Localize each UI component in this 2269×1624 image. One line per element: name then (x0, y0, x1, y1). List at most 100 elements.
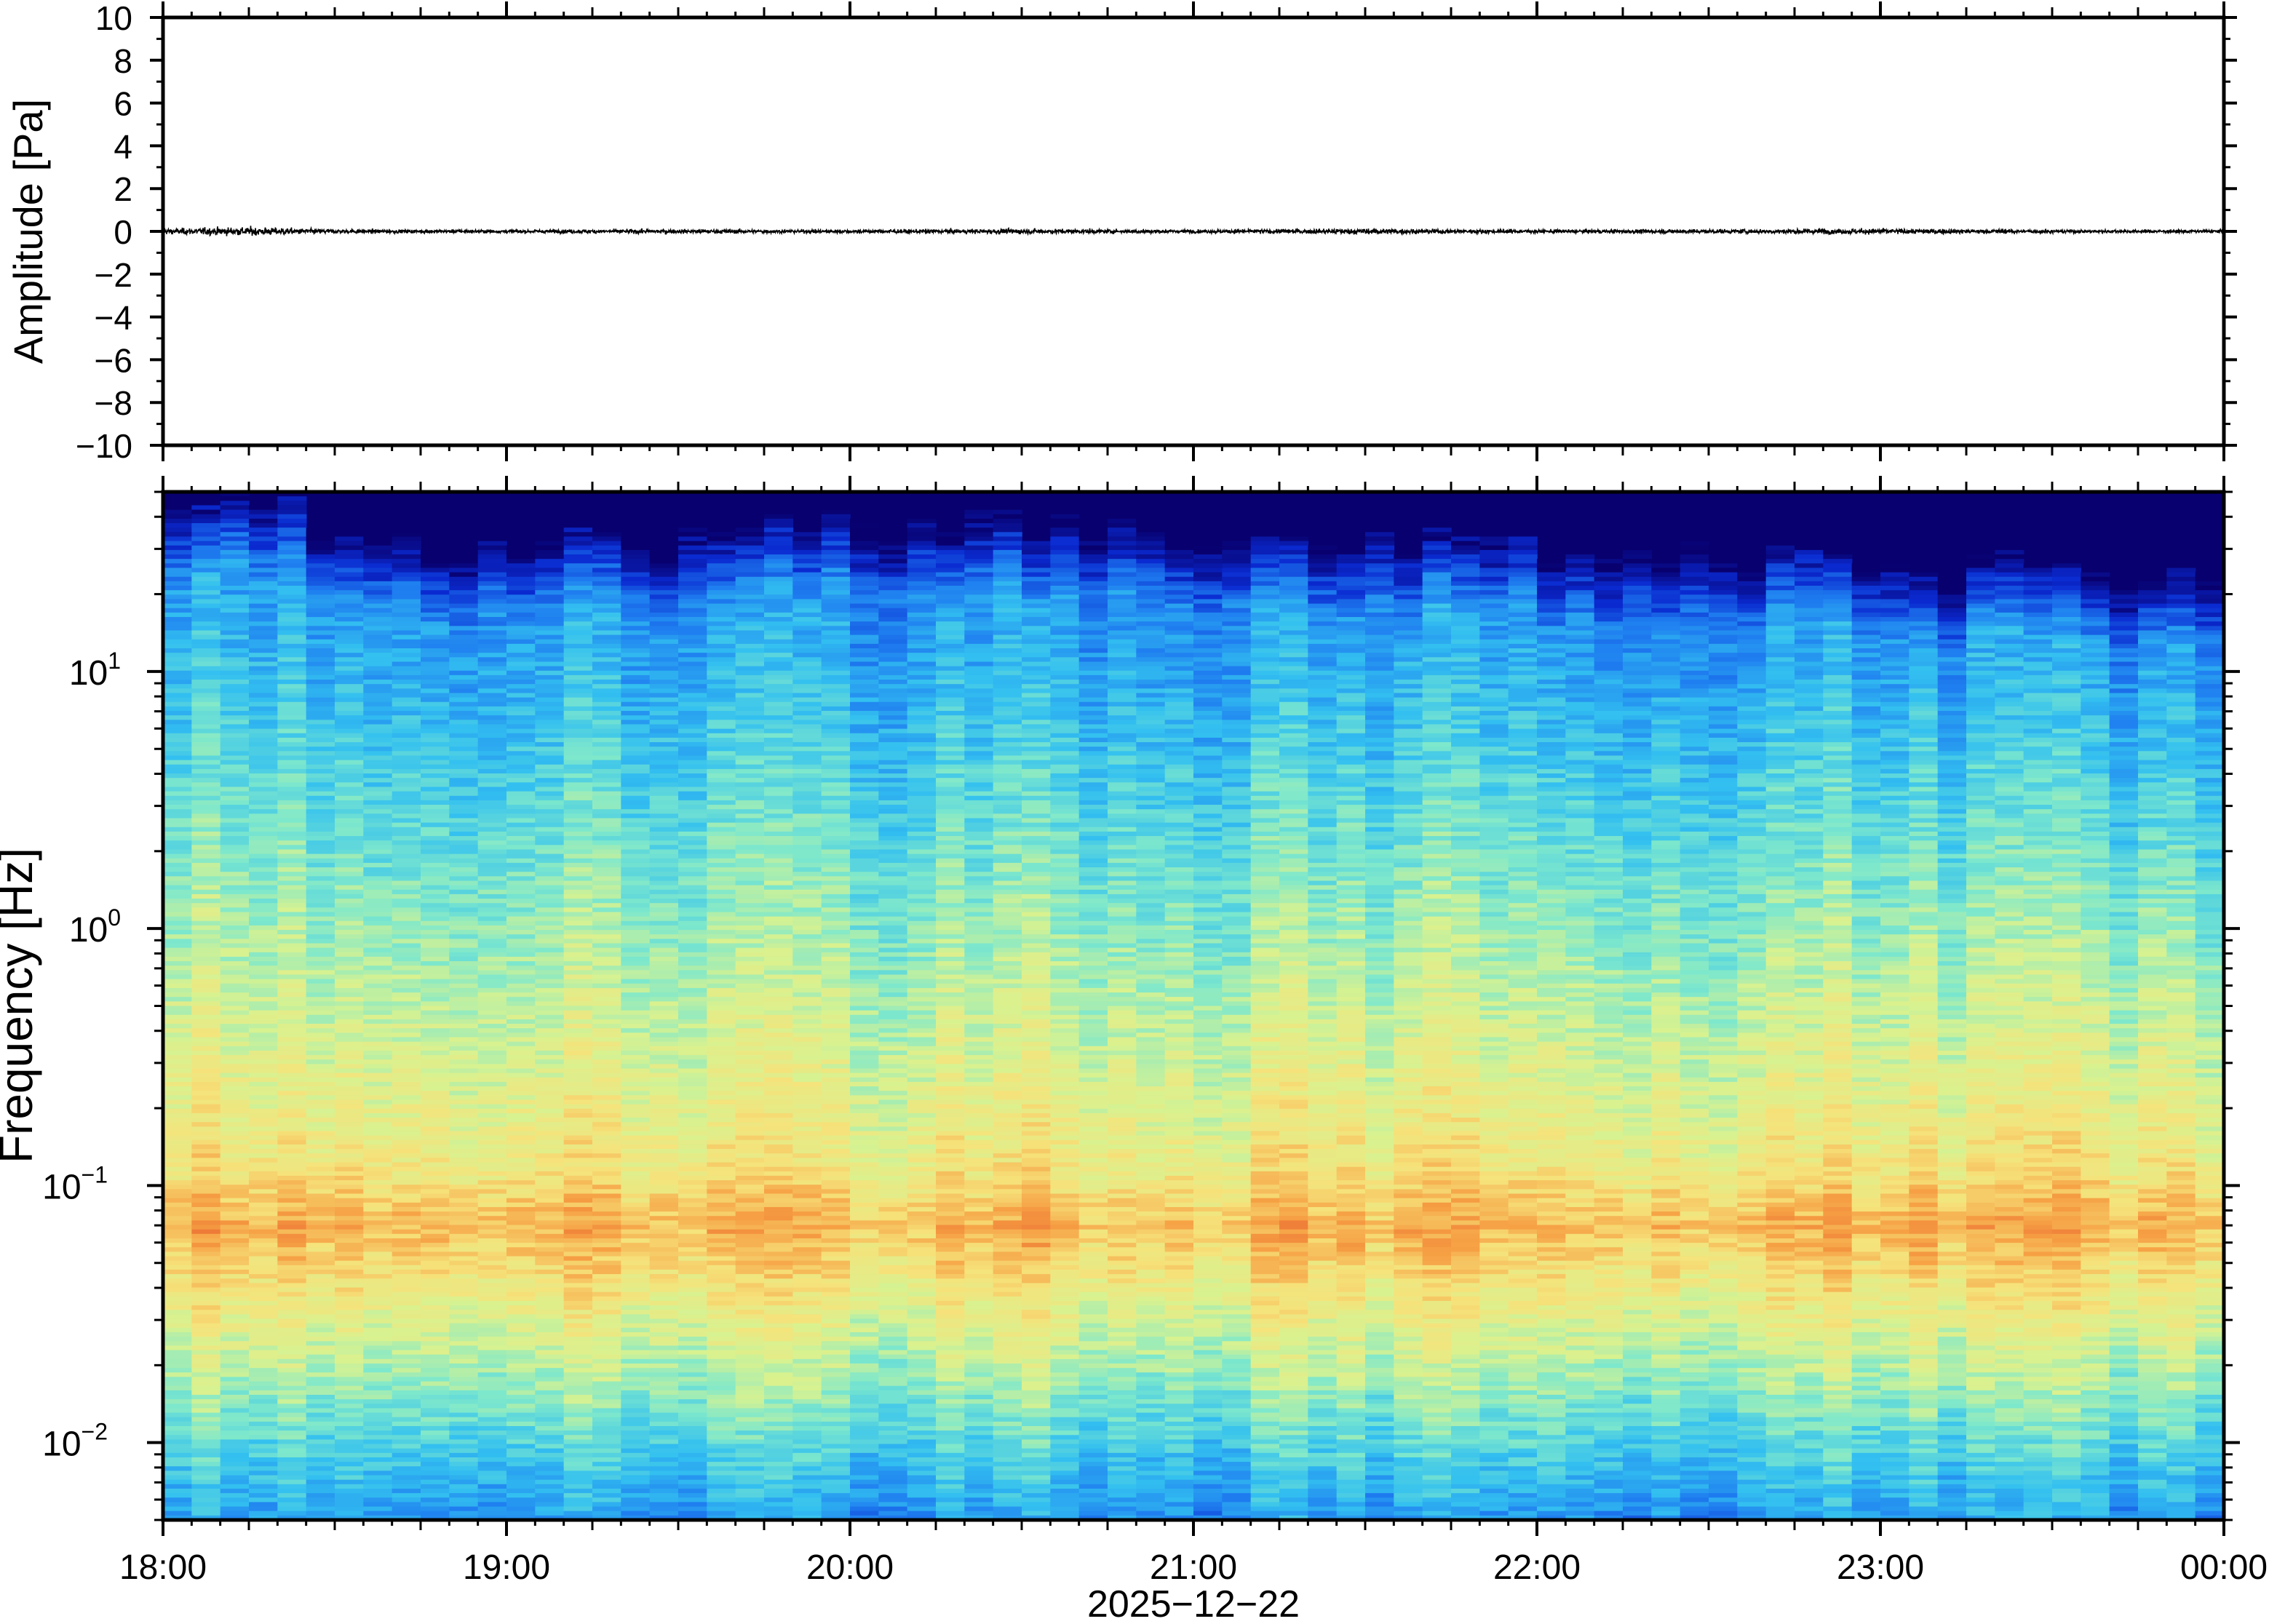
spectrogram-cell (249, 992, 278, 998)
spectrogram-cell (249, 1422, 278, 1427)
spectrogram-cell (163, 1100, 192, 1105)
spectrogram-cell (736, 706, 765, 712)
spectrogram-cell (191, 626, 220, 631)
spectrogram-cell (478, 1180, 507, 1185)
spectrogram-cell (163, 805, 192, 810)
spectrogram-cell (707, 1404, 736, 1409)
amplitude-tick-label: 10 (95, 0, 132, 37)
spectrogram-cell (220, 742, 250, 747)
spectrogram-cell (220, 930, 250, 935)
spectrogram-cell (392, 693, 421, 698)
spectrogram-cell (335, 1055, 364, 1060)
spectrogram-cell (621, 809, 650, 814)
spectrogram-cell (249, 1265, 278, 1270)
spectrogram-cell (191, 1059, 220, 1064)
spectrogram-cell (249, 1153, 278, 1158)
spectrogram-cell (421, 1462, 450, 1467)
spectrogram-cell (220, 1364, 250, 1369)
spectrogram-cell (449, 1301, 478, 1306)
spectrogram-cell (621, 948, 650, 953)
spectrogram-cell (363, 1100, 392, 1105)
spectrogram-cell (306, 559, 335, 564)
spectrogram-cell (306, 1413, 335, 1418)
spectrogram-cell (621, 1324, 650, 1329)
spectrogram-cell (764, 742, 793, 747)
spectrogram-cell (736, 917, 765, 922)
spectrogram-cell (592, 1444, 621, 1449)
spectrogram-cell (650, 760, 679, 765)
spectrogram-cell (449, 1368, 478, 1373)
spectrogram-cell (678, 859, 707, 864)
spectrogram-cell (163, 1024, 192, 1029)
spectrogram-cell (592, 528, 621, 533)
spectrogram-cell (277, 519, 306, 524)
spectrogram-cell (392, 675, 421, 680)
spectrogram-cell (335, 733, 364, 739)
spectrogram-cell (506, 684, 536, 689)
spectrogram-cell (621, 1006, 650, 1011)
spectrogram-cell (592, 559, 621, 564)
spectrogram-cell (478, 1355, 507, 1360)
spectrogram-cell (678, 1126, 707, 1131)
spectrogram-cell (650, 1324, 679, 1329)
spectrogram-cell (650, 782, 679, 787)
spectrogram-cell (392, 1426, 421, 1431)
spectrogram-cell (163, 738, 192, 743)
spectrogram-cell (650, 1171, 679, 1177)
spectrogram-cell (478, 1319, 507, 1324)
spectrogram-cell (277, 1413, 306, 1418)
spectrogram-cell (535, 988, 564, 993)
spectrogram-cell (650, 657, 679, 662)
spectrogram-cell (392, 1350, 421, 1356)
spectrogram-cell (621, 917, 650, 922)
spectrogram-cell (191, 1122, 220, 1127)
spectrogram-cell (506, 930, 536, 935)
spectrogram-cell (249, 573, 278, 578)
spectrogram-cell (277, 496, 306, 501)
spectrogram-cell (506, 760, 536, 765)
spectrogram-cell (564, 859, 593, 864)
spectrogram-cell (678, 1113, 707, 1118)
spectrogram-cell (306, 613, 335, 618)
spectrogram-cell (277, 1015, 306, 1020)
spectrogram-cell (306, 1100, 335, 1105)
spectrogram-cell (191, 1341, 220, 1346)
spectrogram-cell (764, 1015, 793, 1020)
spectrogram-cell (363, 635, 392, 640)
spectrogram-cell (306, 773, 335, 779)
spectrogram-cell (249, 733, 278, 739)
spectrogram-cell (249, 1270, 278, 1275)
spectrogram-cell (449, 1095, 478, 1100)
spectrogram-cell (421, 796, 450, 801)
spectrogram-cell (191, 1288, 220, 1293)
spectrogram-cell (249, 1225, 278, 1230)
spectrogram-cell (392, 1153, 421, 1158)
spectrogram-cell (678, 854, 707, 859)
spectrogram-cell (506, 630, 536, 635)
spectrogram-cell (392, 1408, 421, 1413)
spectrogram-cell (249, 894, 278, 899)
spectrogram-cell (764, 514, 793, 520)
spectrogram-cell (535, 1086, 564, 1091)
spectrogram-cell (764, 867, 793, 872)
spectrogram-cell (191, 617, 220, 622)
spectrogram-cell (421, 1404, 450, 1409)
spectrogram-cell (220, 917, 250, 922)
spectrogram-cell (478, 751, 507, 756)
spectrogram-cell (506, 1476, 536, 1481)
spectrogram-cell (592, 1059, 621, 1064)
spectrogram-cell (478, 617, 507, 622)
spectrogram-cell (707, 984, 736, 989)
spectrogram-cell (621, 738, 650, 743)
spectrogram-cell (736, 1288, 765, 1293)
spectrogram-cell (506, 975, 536, 980)
spectrogram-cell (764, 541, 793, 546)
spectrogram-cell (506, 1104, 536, 1110)
spectrogram-cell (335, 1444, 364, 1449)
spectrogram-cell (506, 921, 536, 926)
spectrogram-cell (564, 1046, 593, 1051)
spectrogram-cell (736, 1319, 765, 1324)
spectrogram-cell (220, 872, 250, 877)
spectrogram-cell (306, 1216, 335, 1221)
spectrogram-cell (678, 657, 707, 662)
